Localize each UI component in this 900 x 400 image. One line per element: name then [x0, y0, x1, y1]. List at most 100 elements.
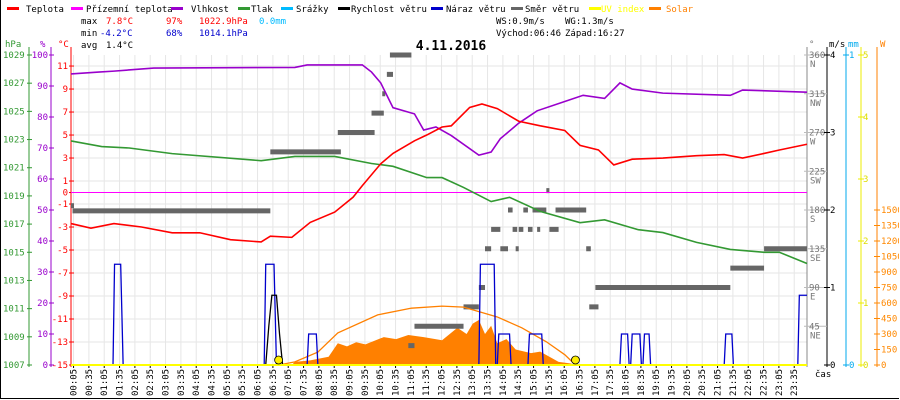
wind-axis-unit: m/s — [829, 40, 845, 50]
legend-label: Teplota — [26, 5, 64, 15]
solar-tick-label: 0 — [881, 361, 886, 371]
x-tick-label: 11:35 — [422, 369, 432, 396]
x-tick-label: 20:05 — [683, 369, 693, 396]
x-axis-label: čas — [815, 369, 831, 380]
direction-compass-label: NE — [810, 331, 821, 341]
temperature-tick-label: -3 — [57, 223, 68, 233]
wind-direction-segment — [549, 226, 559, 232]
wind-direction-segment — [371, 110, 384, 116]
direction-tick-label: 45 — [809, 322, 820, 332]
temperature-tick-label: -11 — [52, 315, 68, 325]
temperature-tick-label: 1 — [63, 177, 68, 187]
humidity-tick-label: 100 — [32, 51, 48, 61]
x-tick-label: 13:35 — [484, 369, 494, 396]
wind-direction-segment — [546, 188, 550, 194]
direction-tick-label: 360 — [809, 51, 825, 61]
x-tick-label: 17:35 — [606, 369, 616, 396]
rain-tick-label: 1 — [849, 51, 854, 61]
temperature-tick-label: -13 — [52, 338, 68, 348]
legend-label: Směr větru — [525, 5, 579, 15]
sunrise-marker — [274, 355, 284, 365]
stat-max-rain: 0.0mm — [259, 17, 286, 27]
x-tick-label: 11:05 — [407, 369, 417, 396]
wind-direction-segment — [512, 226, 518, 232]
x-tick-label: 08:05 — [315, 369, 325, 396]
x-tick-label: 03:35 — [177, 369, 187, 396]
chart-title: 4.11.2016 — [416, 39, 487, 54]
direction-compass-label: S — [810, 215, 815, 225]
x-tick-label: 21:05 — [714, 369, 724, 396]
solar-tick-label: 150 — [881, 346, 897, 356]
x-tick-label: 06:05 — [254, 369, 264, 396]
x-tick-label: 14:05 — [499, 369, 509, 396]
pressure-tick-label: 1019 — [3, 192, 25, 202]
direction-compass-label: W — [810, 138, 816, 148]
humidity-tick-label: 40 — [37, 237, 48, 247]
pressure-tick-label: 1009 — [3, 333, 25, 343]
humidity-tick-label: 0 — [43, 361, 48, 371]
uv-tick-label: 0 — [863, 361, 868, 371]
legend-swatch-2 — [171, 7, 183, 10]
legend-label: Tlak — [251, 5, 273, 15]
x-tick-label: 19:05 — [652, 369, 662, 396]
direction-axis-unit: ° — [809, 40, 814, 50]
pressure-axis-unit: hPa — [5, 40, 21, 50]
temperature-tick-label: 9 — [63, 85, 68, 95]
pressure-tick-label: 1023 — [3, 136, 25, 146]
wind-direction-segment — [485, 246, 492, 252]
pressure-tick-label: 1015 — [3, 248, 25, 258]
x-tick-label: 15:35 — [545, 369, 555, 396]
uv-tick-label: 1 — [863, 299, 868, 309]
stat-wg: WG:1.3m/s — [565, 17, 614, 27]
temperature-axis-unit: °C — [58, 40, 69, 50]
stat-max-temp: 7.8°C — [106, 17, 133, 27]
wind-direction-segment — [764, 246, 807, 252]
direction-tick-label: 270 — [809, 129, 825, 139]
x-tick-label: 18:05 — [622, 369, 632, 396]
legend-swatch-8 — [589, 7, 601, 10]
x-tick-label: 21:35 — [729, 369, 739, 396]
direction-compass-label: SW — [810, 176, 821, 186]
solar-axis-unit: W — [880, 40, 886, 50]
legend-swatch-5 — [338, 7, 350, 10]
wind-direction-segment — [386, 71, 393, 77]
temperature-line — [70, 103, 808, 243]
uv-tick-label: 3 — [863, 175, 868, 185]
x-tick-label: 01:05 — [100, 369, 110, 396]
legend-swatch-6 — [431, 7, 443, 10]
wind-direction-segment — [500, 246, 508, 252]
temperature-tick-label: 11 — [57, 62, 68, 72]
wind-direction-segment — [586, 246, 591, 252]
stat-max-press: 1022.9hPa — [199, 17, 248, 27]
x-tick-label: 07:35 — [300, 369, 310, 396]
direction-tick-label: 180 — [809, 206, 825, 216]
x-tick-label: 12:35 — [453, 369, 463, 396]
humidity-tick-label: 20 — [37, 299, 48, 309]
legend-label: UV index — [601, 5, 645, 15]
temperature-tick-label: -7 — [57, 269, 68, 279]
x-tick-label: 13:05 — [468, 369, 478, 396]
solar-area — [291, 320, 576, 365]
stat-min-label: min — [81, 29, 97, 39]
wind-direction-segment — [414, 323, 464, 329]
legend-label: Rychlost větru — [351, 5, 427, 15]
x-tick-label: 02:05 — [131, 369, 141, 396]
x-tick-label: 17:05 — [591, 369, 601, 396]
x-tick-label: 19:35 — [668, 369, 678, 396]
x-tick-label: 09:05 — [346, 369, 356, 396]
x-tick-label: 22:05 — [744, 369, 754, 396]
humidity-tick-label: 10 — [37, 330, 48, 340]
solar-tick-label: 750 — [881, 284, 897, 294]
x-tick-label: 06:35 — [269, 369, 279, 396]
pressure-tick-label: 1027 — [3, 79, 25, 89]
x-tick-label: 02:35 — [146, 369, 156, 396]
temperature-tick-label: -15 — [52, 361, 68, 371]
x-tick-label: 07:05 — [284, 369, 294, 396]
wind-direction-segment — [463, 304, 479, 310]
legend-swatch-4 — [281, 7, 293, 10]
stat-sunset: Západ:16:27 — [565, 29, 625, 39]
x-tick-label: 15:05 — [530, 369, 540, 396]
humidity-tick-label: 90 — [37, 82, 48, 92]
x-tick-label: 16:35 — [576, 369, 586, 396]
